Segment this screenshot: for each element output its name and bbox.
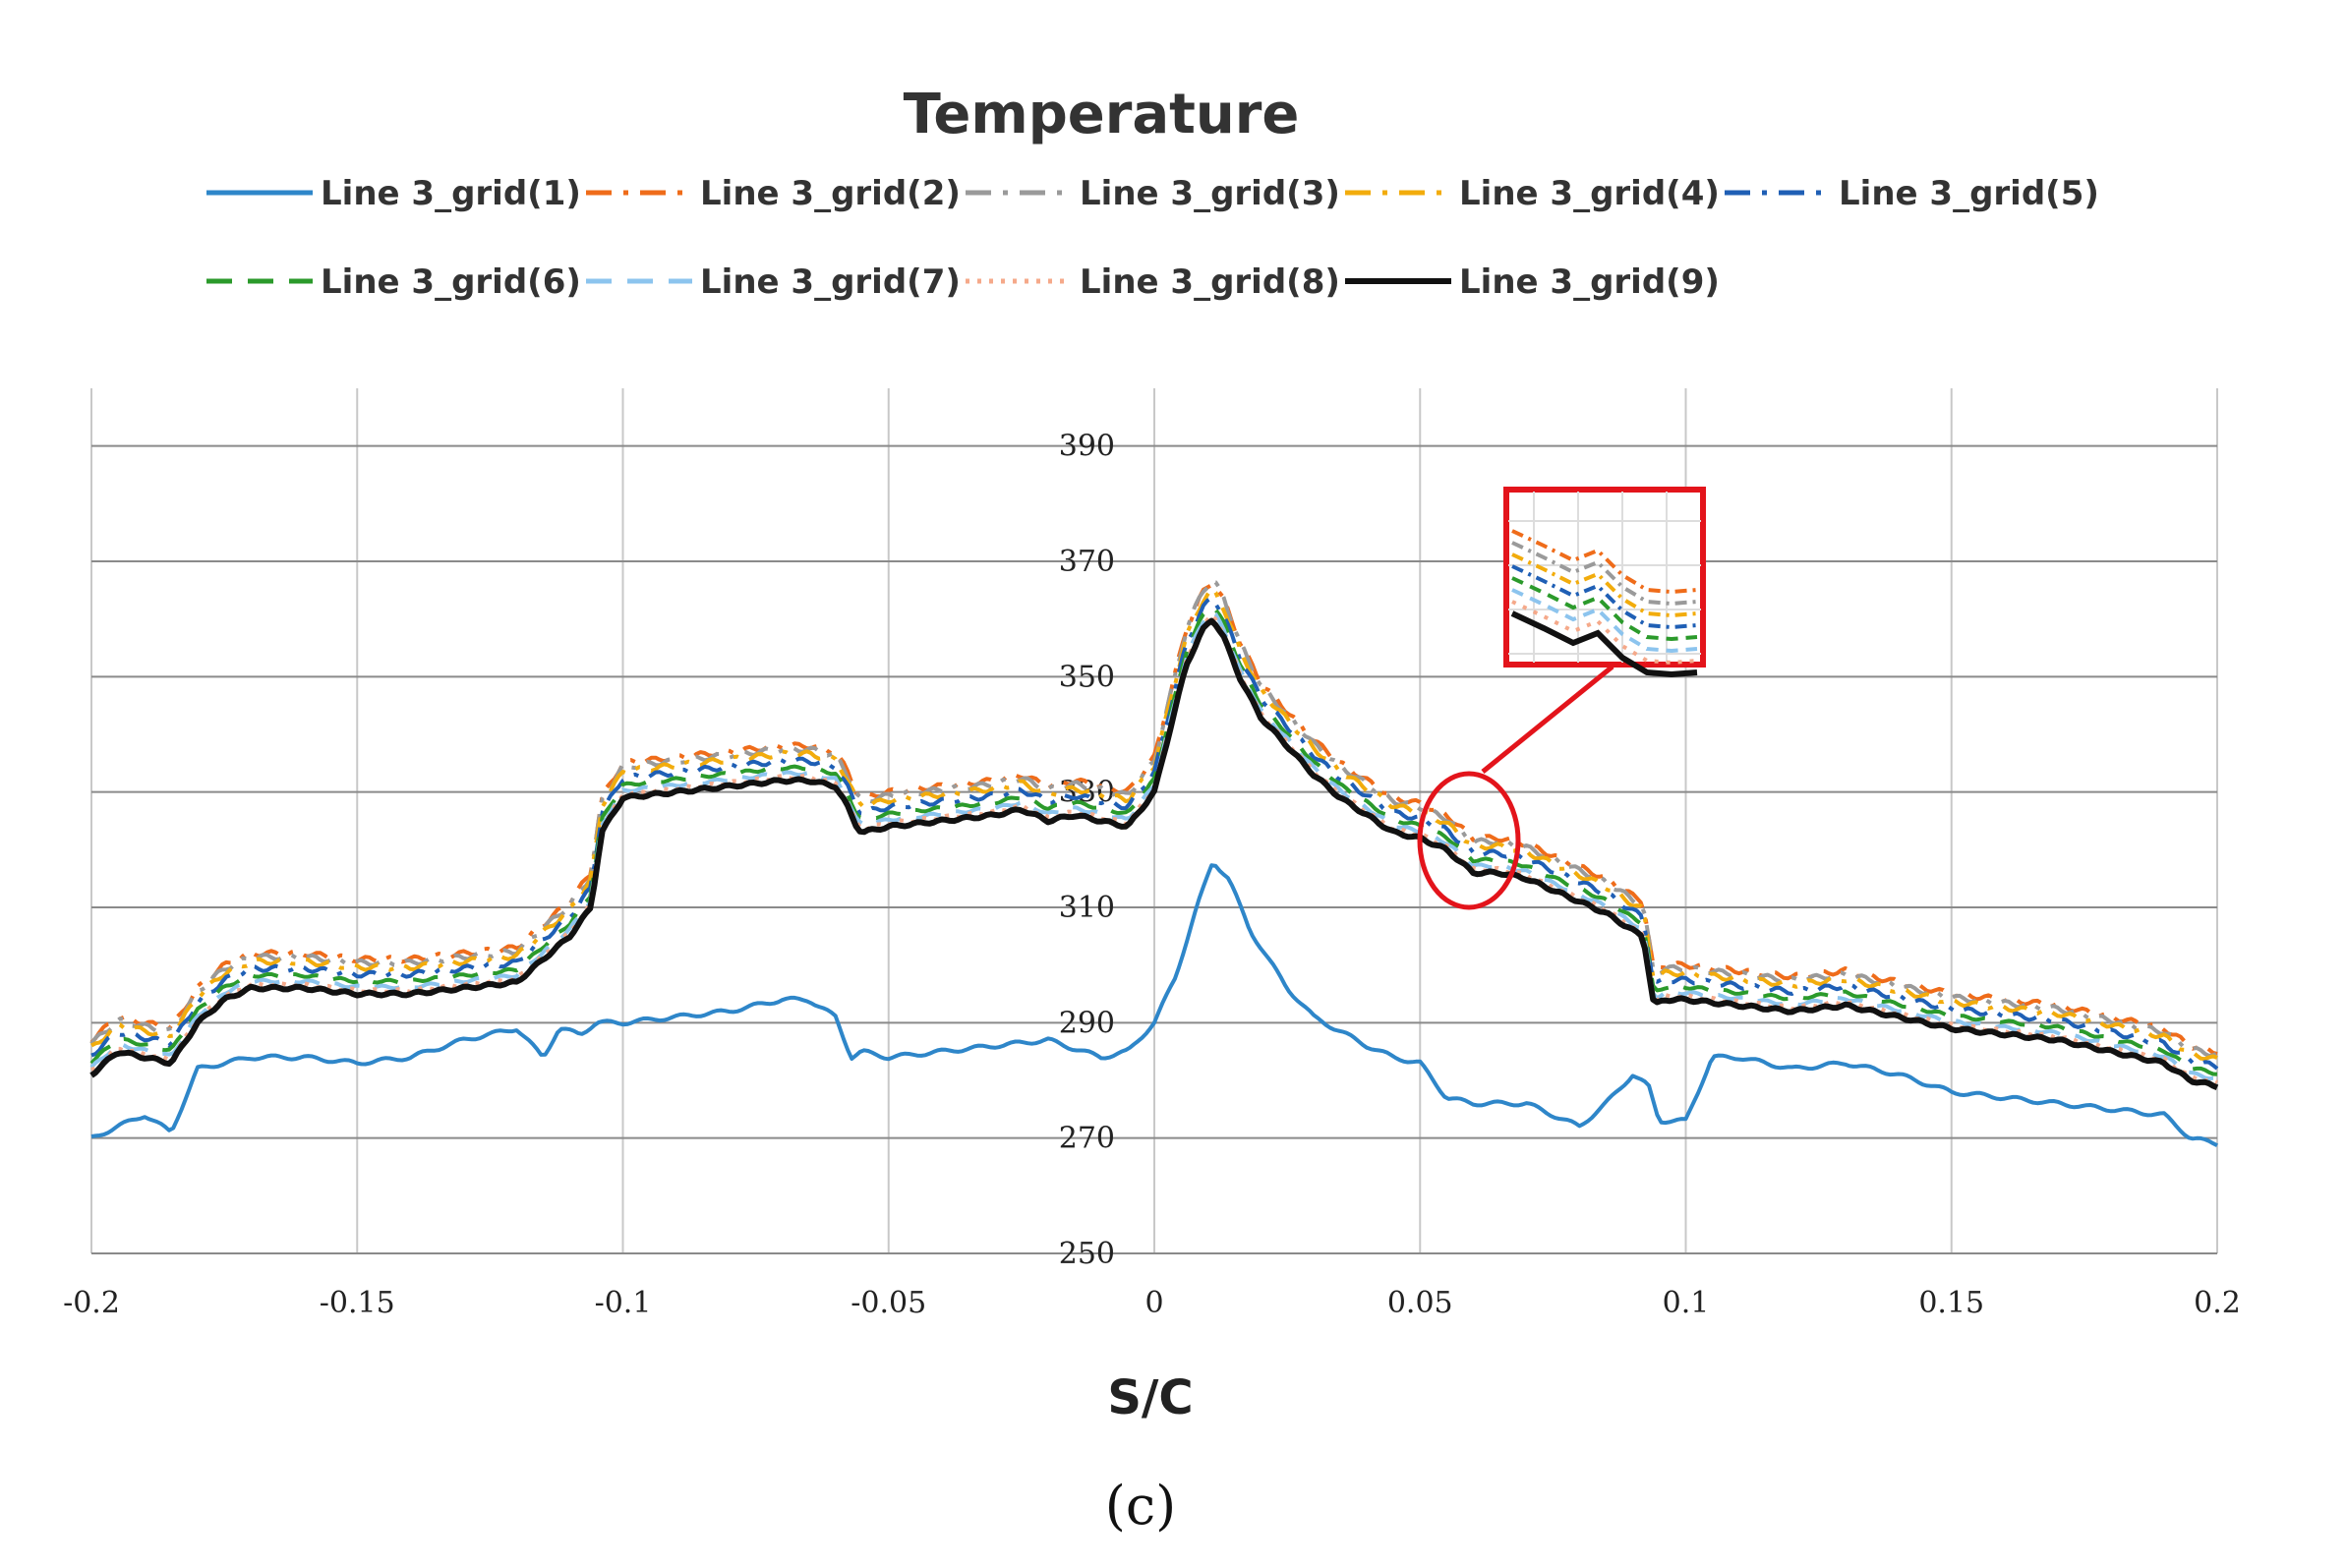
x-tick-label: 0.1 xyxy=(1663,1286,1710,1320)
x-tick-labels: -0.2 -0.15 -0.1 -0.05 0 0.05 0.1 0.15 0.2 xyxy=(63,1286,2241,1320)
zoom-series-line xyxy=(1511,600,1698,666)
legend-label: Line 3_grid(5) xyxy=(1839,174,2099,213)
legend-label: Line 3_grid(9) xyxy=(1459,262,1720,302)
y-tick-label: 270 xyxy=(1059,1122,1115,1156)
series-line-grid-6 xyxy=(89,605,2218,1076)
series-line-grid-1 xyxy=(90,863,2218,1147)
figure-caption: (c) xyxy=(1105,1475,1176,1537)
y-tick-label: 390 xyxy=(1059,430,1115,464)
zoom-series-line xyxy=(1511,552,1698,618)
x-tick-label: 0.05 xyxy=(1387,1286,1453,1320)
y-tick-label: 290 xyxy=(1059,1006,1115,1040)
chart-title: Temperature xyxy=(904,83,1300,146)
x-tick-label: -0.2 xyxy=(63,1286,120,1320)
series-lines xyxy=(89,579,2219,1147)
zoom-series-line xyxy=(1511,529,1698,595)
legend-label: Line 3_grid(3) xyxy=(1080,174,1340,213)
legend-label: Line 3_grid(2) xyxy=(700,174,961,213)
x-tick-label: 0.2 xyxy=(2194,1286,2241,1320)
zoom-series-line xyxy=(1510,610,1698,678)
legend-label: Line 3_grid(8) xyxy=(1080,262,1340,302)
x-tick-label: -0.05 xyxy=(851,1286,926,1320)
x-tick-label: 0 xyxy=(1144,1286,1163,1320)
legend-label: Line 3_grid(6) xyxy=(321,262,581,302)
x-tick-label: -0.15 xyxy=(320,1286,395,1320)
x-tick-label: -0.1 xyxy=(595,1286,652,1320)
legend-label: Line 3_grid(1) xyxy=(321,174,581,213)
zoom-connector xyxy=(1481,665,1614,774)
zoom-series-line xyxy=(1511,564,1698,630)
y-tick-label: 250 xyxy=(1059,1237,1115,1271)
y-tick-label: 350 xyxy=(1059,660,1115,694)
legend: Line 3_grid(1) Line 3_grid(2) Line 3_grid(… xyxy=(206,174,2099,302)
zoom-circle xyxy=(1417,771,1521,910)
y-tick-label: 370 xyxy=(1059,545,1115,579)
x-tick-label: 0.15 xyxy=(1918,1286,1984,1320)
grid xyxy=(90,388,2218,1254)
y-tick-label: 310 xyxy=(1059,891,1115,925)
zoom-series-line xyxy=(1511,576,1698,642)
zoom-series-line xyxy=(1511,588,1698,654)
x-axis-label: S/C xyxy=(1107,1370,1193,1425)
legend-label: Line 3_grid(4) xyxy=(1459,174,1720,213)
zoom-series-line xyxy=(1511,541,1698,607)
series-line-grid-9 xyxy=(89,617,2219,1091)
zoom-inset xyxy=(1417,487,1706,910)
legend-label: Line 3_grid(7) xyxy=(700,262,961,302)
series-line-grid-5 xyxy=(90,596,2219,1071)
